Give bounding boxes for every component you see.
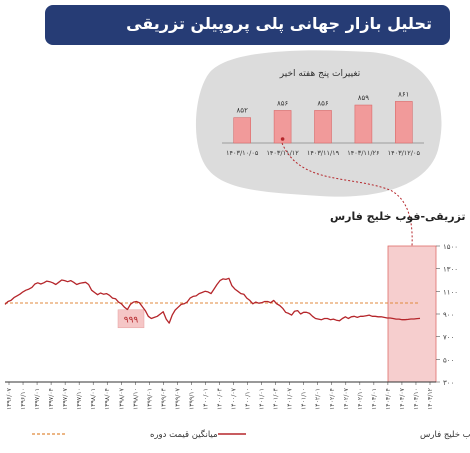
title-banner: تحلیل بازار جهانی پلی پروپیلن تزریقی	[45, 5, 450, 45]
inset-category-label: ۱۴۰۳/۱۱/۱۲	[266, 149, 299, 157]
x-tick-label: ۱۳۹۹/۰۴	[160, 388, 167, 410]
annotation-box	[117, 309, 145, 329]
inset-value-label: ۸۵۶	[277, 99, 289, 107]
x-tick-label: ۱۳۹۶/۱۰	[20, 388, 27, 410]
x-tick-label: ۱۴۰۲/۰۴	[329, 388, 336, 410]
x-tick-label: ۱۴۰۳/۰۱	[371, 388, 378, 410]
main-chart-title: پلی پروپیلن تزریقی-فوب خلیج فارس	[330, 210, 470, 223]
connector-line	[281, 142, 413, 247]
x-tick-label: ۱۴۰۱/۰۷	[287, 387, 294, 410]
y-tick-label: ۱۳۰۰	[443, 266, 458, 274]
annotation-group: ۹۹۹	[117, 309, 145, 329]
x-tick-label: ۱۳۹۷/۰۱	[34, 388, 41, 410]
inset-bar	[233, 117, 251, 144]
inset-category-label: ۱۴۰۳/۱۱/۲۶	[347, 149, 379, 157]
x-tick-label: ۱۴۰۳/۰۴	[385, 388, 392, 410]
y-tick-label: ۹۰۰	[443, 311, 454, 319]
x-tick-label: ۱۳۹۹/۱۰	[188, 388, 195, 410]
inset-value-label: ۸۶۱	[398, 90, 409, 98]
x-tick-label: ۱۴۰۲/۰۱	[315, 388, 322, 410]
x-tick-label: ۱۴۰۲/۱۰	[357, 388, 364, 410]
x-tick-label: ۱۳۹۷/۰۷	[62, 387, 69, 410]
x-tick-label: ۱۴۰۰/۰۱	[202, 388, 209, 410]
y-tick-label: ۱۱۰۰	[443, 288, 458, 296]
x-tick-label: ۱۴۰۰/۱۰	[245, 388, 252, 410]
y-tick-label: ۵۰۰	[443, 356, 454, 364]
inset-chart-title: تغییرات پنج هفته اخیر	[279, 69, 361, 79]
legend-label-price: پلی پروپیلن تزریقی-فوب خلیج فارس	[420, 430, 470, 440]
x-tick-label: ۱۴۰۱/۰۴	[273, 388, 280, 410]
inset-value-label: ۸۵۶	[317, 99, 329, 107]
x-tick-label: ۱۳۹۸/۰۴	[104, 388, 111, 410]
x-tick-label: ۱۴۰۱/۰۱	[259, 388, 266, 410]
x-tick-label: ۱۳۹۹/۰۷	[174, 387, 181, 410]
x-tick-label: ۱۴۰۳/۱۰	[413, 388, 420, 410]
inset-category-label: ۱۴۰۳/۱۲/۰۵	[388, 149, 421, 157]
inset-category-label: ۱۴۰۳/۱۰/۰۵	[226, 149, 259, 157]
y-tick-label: ۳۰۰	[443, 379, 454, 387]
inset-marker-dot	[280, 137, 285, 141]
inset-category-label: ۱۴۰۳/۱۱/۱۹	[307, 149, 340, 157]
y-tick-label: ۷۰۰	[443, 334, 454, 342]
x-tick-label: ۱۳۹۶/۰۷	[6, 387, 13, 410]
x-tick-label: ۱۴۰۰/۰۷	[231, 387, 238, 410]
recent-highlight-box	[387, 245, 437, 383]
price-line	[4, 277, 421, 324]
inset-bars: ۸۵۲ ۱۴۰۳/۱۰/۰۵ ۸۵۶ ۱۴۰۳/۱۱/۱۲ ۸۵۶ ۱۴۰۳/۱۱/۱۹ ۸…	[226, 90, 420, 157]
x-tick-label: ۱۳۹۸/۰۷	[118, 387, 125, 410]
y-axis-ticks: ۳۰۰ ۵۰۰ ۷۰۰ ۹۰۰ ۱۱۰۰ ۱۳۰۰ ۱۵۰۰	[436, 243, 458, 387]
x-tick-label: ۱۳۹۹/۰۱	[146, 388, 153, 410]
inset-bar	[314, 110, 332, 144]
legend-label-average: میانگین قیمت دوره	[150, 429, 218, 440]
x-tick-label: ۱۴۰۱/۱۰	[301, 388, 308, 410]
inset-value-label: ۸۵۲	[237, 107, 249, 115]
annotation-label: ۹۹۹	[124, 315, 139, 325]
x-axis-ticks: ۱۳۹۶/۰۷ ۱۳۹۶/۱۰ ۱۳۹۷/۰۱ ۱۳۹۷/۰۴ ۱۳۹۷/۰۷ ۱۳۹۷/…	[6, 382, 434, 410]
x-tick-label: ۱۳۹۸/۰۱	[90, 388, 97, 410]
x-tick-label: ۱۴۰۲/۰۷	[343, 387, 350, 410]
y-tick-label: ۱۵۰۰	[443, 243, 458, 251]
inset-bar	[354, 104, 373, 144]
inset-value-label: ۸۵۹	[358, 94, 370, 102]
inset-bar	[394, 101, 413, 144]
x-tick-label: ۱۴۰۳/۱۲	[427, 387, 434, 410]
page-title: تحلیل بازار جهانی پلی پروپیلن تزریقی	[126, 14, 432, 33]
inset-bar	[273, 110, 292, 144]
price-line-group	[4, 277, 421, 324]
x-tick-label: ۱۳۹۸/۱۰	[132, 388, 139, 410]
x-tick-label: ۱۴۰۳/۰۷	[399, 387, 406, 410]
x-tick-label: ۱۳۹۷/۰۴	[48, 388, 55, 410]
x-tick-label: ۱۳۹۷/۱۰	[76, 388, 83, 410]
x-tick-label: ۱۴۰۰/۰۴	[217, 388, 224, 410]
